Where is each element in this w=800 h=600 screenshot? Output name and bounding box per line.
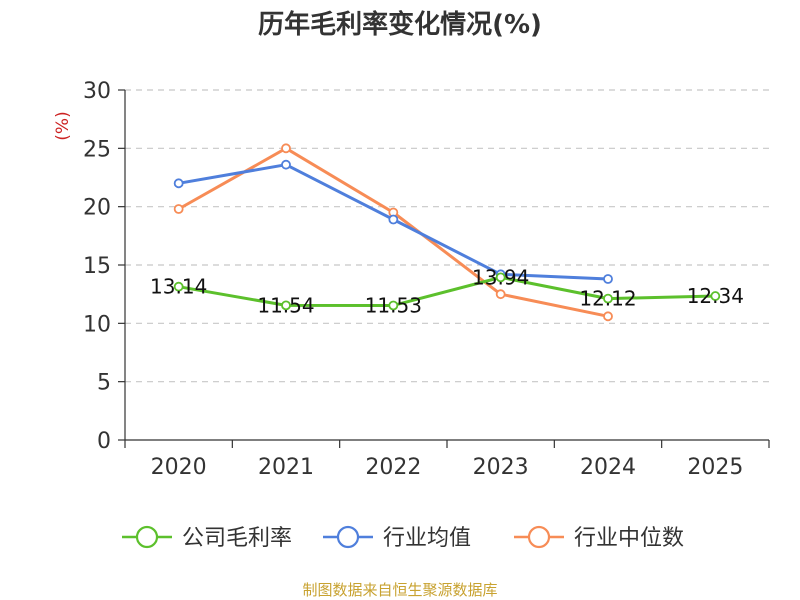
legend-marker [336, 525, 360, 549]
data-label: 13.94 [472, 265, 529, 289]
y-tick-label: 25 [83, 137, 111, 162]
legend-item-3[interactable]: 行业中位数 [514, 525, 684, 551]
x-tick-label: 2024 [580, 455, 636, 480]
data-point [388, 214, 399, 225]
x-tick-label: 2022 [365, 455, 421, 480]
grid-lines [125, 89, 769, 383]
legend-label: 行业均值 [383, 526, 471, 551]
data-label: 12.12 [579, 287, 636, 311]
x-axis-ticks: 2020 2021 2022 2023 2024 2025 [124, 440, 770, 480]
data-label: 13.14 [150, 275, 207, 299]
data-point [173, 281, 184, 292]
data-point [173, 178, 184, 189]
legend-item-1[interactable]: 公司毛利率 [122, 525, 292, 551]
data-point [281, 300, 291, 311]
chart-title: 历年毛利率变化情况(%) [258, 10, 542, 40]
x-tick-label: 2021 [258, 455, 314, 480]
data-point [603, 311, 613, 322]
data-labels: 13.14 11.54 11.53 13.94 12.12 12.34 [150, 265, 744, 317]
data-point [603, 274, 613, 284]
x-tick-label: 2025 [687, 455, 743, 480]
y-tick-label: 10 [83, 312, 111, 337]
y-tick-label: 30 [83, 79, 111, 104]
x-tick-label: 2020 [151, 455, 207, 480]
series-group [173, 143, 721, 322]
data-point [603, 293, 613, 304]
legend-item-2[interactable]: 行业均值 [323, 525, 471, 551]
data-label: 11.54 [257, 293, 314, 317]
data-label: 11.53 [365, 293, 422, 317]
data-point [281, 159, 291, 170]
legend-label: 行业中位数 [574, 526, 684, 551]
data-label: 12.34 [687, 284, 744, 308]
y-tick-label: 20 [83, 196, 111, 221]
data-point [495, 272, 506, 283]
x-tick-label: 2023 [473, 455, 529, 480]
y-axis-ticks: 0 5 10 15 20 25 30 [83, 79, 125, 454]
series-3 [173, 143, 613, 322]
y-tick-label: 0 [97, 429, 111, 454]
series-2 [173, 159, 613, 284]
data-point [495, 289, 506, 300]
data-point [710, 291, 721, 301]
legend: 公司毛利率 行业均值 行业中位数 [122, 525, 684, 551]
y-tick-label: 5 [97, 371, 111, 396]
series-1 [173, 272, 721, 311]
y-tick-label: 15 [83, 254, 111, 279]
data-point [281, 143, 291, 154]
legend-label: 公司毛利率 [182, 526, 292, 551]
data-point [388, 300, 399, 311]
data-point [173, 204, 184, 214]
legend-marker [527, 525, 551, 549]
source-note: 制图数据来自恒生聚源数据库 [302, 581, 498, 599]
legend-marker [135, 525, 159, 549]
series-line [178, 275, 716, 307]
y-axis-unit-label: (%) [53, 111, 73, 140]
